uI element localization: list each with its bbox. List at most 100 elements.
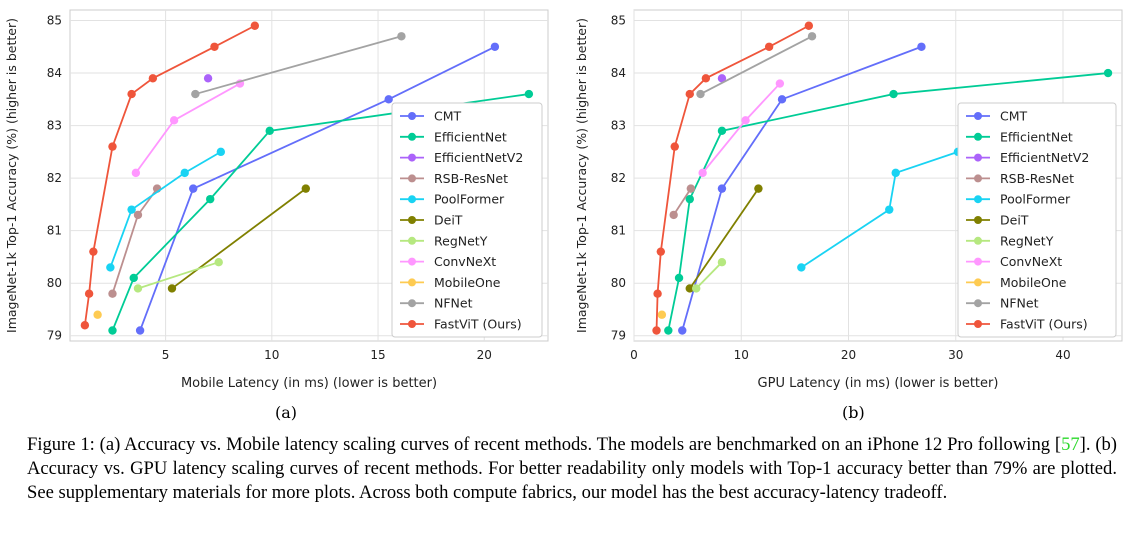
legend-label: EfficientNet bbox=[1000, 129, 1073, 144]
chart-gpu-latency: 0 10 20 30 40 79 80 81 82 83 84 85 GPU Latency (in m… bbox=[570, 0, 1136, 395]
series-group bbox=[108, 89, 534, 335]
legend-label: RegNetY bbox=[1000, 233, 1054, 248]
data-point bbox=[674, 273, 684, 283]
data-point bbox=[203, 74, 213, 83]
y-tick-label: 81 bbox=[47, 224, 62, 238]
legend-marker bbox=[974, 236, 982, 245]
data-point bbox=[717, 184, 727, 193]
chart-svg: 0 10 20 30 40 79 80 81 82 83 84 85 GPU Latency (in m… bbox=[574, 9, 1123, 391]
data-point bbox=[384, 95, 393, 104]
data-point bbox=[131, 168, 141, 178]
legend-marker bbox=[974, 216, 982, 224]
data-point bbox=[108, 142, 117, 151]
legend-marker bbox=[408, 257, 416, 266]
series-group bbox=[696, 32, 817, 99]
legend-label: RSB-ResNet bbox=[434, 171, 508, 186]
series-group bbox=[167, 184, 311, 293]
data-point bbox=[885, 205, 894, 214]
legend-marker bbox=[974, 112, 982, 120]
y-axis-label: ImageNet-1k Top-1 Accuracy (%) (higher i… bbox=[4, 18, 19, 333]
x-tick-label: 10 bbox=[734, 348, 749, 362]
legend-label: FastViT (Ours) bbox=[434, 317, 522, 332]
subfigure-label-a: (a) bbox=[275, 403, 298, 422]
data-point bbox=[397, 32, 406, 41]
series-line bbox=[83, 24, 256, 326]
series-group bbox=[717, 74, 727, 83]
legend-marker bbox=[974, 257, 982, 266]
legend-label: PoolFormer bbox=[434, 192, 505, 207]
legend-label: CMT bbox=[434, 109, 462, 124]
y-tick-label: 85 bbox=[611, 14, 626, 28]
y-tick-label: 81 bbox=[611, 224, 626, 238]
legend-marker bbox=[408, 132, 416, 141]
y-tick-label: 84 bbox=[611, 66, 626, 80]
data-point bbox=[797, 263, 806, 272]
citation-link[interactable]: 57 bbox=[1061, 434, 1080, 455]
data-point bbox=[804, 21, 814, 30]
legend-marker bbox=[408, 236, 416, 245]
series-group bbox=[93, 310, 102, 319]
data-point bbox=[191, 89, 200, 99]
series-group bbox=[203, 74, 213, 83]
data-point bbox=[741, 116, 750, 125]
legend-marker bbox=[408, 320, 416, 328]
x-tick-label: 20 bbox=[841, 348, 856, 362]
y-tick-label: 83 bbox=[47, 119, 62, 133]
legend-marker bbox=[974, 153, 982, 162]
data-point bbox=[250, 21, 260, 30]
legend-marker bbox=[408, 153, 416, 162]
data-point bbox=[133, 284, 143, 293]
y-tick-label: 80 bbox=[47, 276, 62, 290]
data-point bbox=[717, 126, 727, 136]
legend-label: ConvNeXt bbox=[1000, 254, 1062, 269]
data-point bbox=[133, 210, 143, 220]
data-point bbox=[653, 289, 662, 298]
series-group bbox=[652, 21, 814, 335]
data-point bbox=[108, 326, 117, 335]
series-group bbox=[80, 21, 260, 330]
data-point bbox=[1103, 68, 1113, 78]
series-line bbox=[800, 151, 959, 269]
data-point bbox=[135, 326, 145, 335]
legend-marker bbox=[974, 174, 982, 183]
data-point bbox=[180, 168, 189, 178]
data-point bbox=[669, 210, 678, 220]
legend-label: MobileOne bbox=[434, 275, 501, 290]
x-axis-label: GPU Latency (in ms) (lower is better) bbox=[758, 376, 999, 391]
x-tick-label: 5 bbox=[162, 348, 170, 362]
legend-marker bbox=[974, 320, 982, 328]
y-tick-label: 84 bbox=[47, 66, 62, 80]
legend-marker bbox=[408, 216, 416, 224]
figure-caption: Figure 1: (a) Accuracy vs. Mobile latenc… bbox=[27, 433, 1117, 505]
series-group bbox=[664, 68, 1113, 335]
legend-marker bbox=[974, 278, 982, 287]
legend-marker bbox=[974, 132, 982, 141]
y-tick-label: 79 bbox=[47, 329, 62, 343]
data-point bbox=[84, 289, 94, 298]
data-point bbox=[891, 168, 900, 178]
legend-label: NFNet bbox=[1000, 296, 1039, 311]
data-point bbox=[216, 147, 226, 157]
data-point bbox=[524, 89, 534, 99]
data-point bbox=[917, 42, 926, 51]
data-point bbox=[301, 184, 311, 193]
series-line bbox=[195, 35, 402, 95]
data-point bbox=[717, 257, 727, 267]
series-group bbox=[678, 42, 926, 335]
y-tick-label: 83 bbox=[611, 119, 626, 133]
data-point bbox=[106, 263, 115, 272]
data-point bbox=[686, 184, 696, 193]
data-point bbox=[214, 257, 223, 267]
data-point bbox=[698, 168, 707, 178]
series-line bbox=[109, 151, 222, 268]
y-tick-label: 80 bbox=[611, 276, 626, 290]
legend-label: DeiT bbox=[1000, 213, 1029, 228]
legend-label: FastViT (Ours) bbox=[1000, 317, 1088, 332]
data-point bbox=[656, 247, 666, 256]
legend-marker bbox=[974, 299, 982, 308]
data-point bbox=[777, 95, 787, 104]
chart-mobile-latency: 5 10 15 20 79 80 81 82 83 84 85 Mobile Latency (in … bbox=[0, 0, 560, 395]
data-point bbox=[167, 284, 177, 293]
legend-marker bbox=[974, 195, 982, 204]
legend-label: CMT bbox=[1000, 109, 1028, 124]
